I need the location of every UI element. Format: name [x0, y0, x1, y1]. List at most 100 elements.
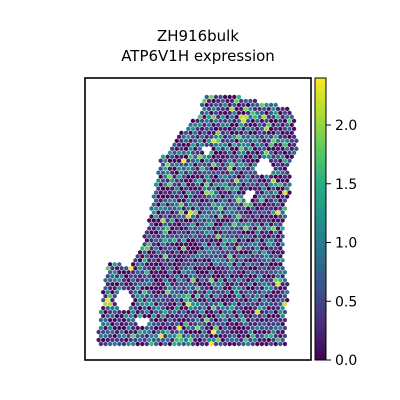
- spot-marker: [282, 333, 287, 339]
- spot-marker: [285, 146, 290, 152]
- spot-marker: [266, 106, 271, 112]
- spot-marker: [211, 98, 216, 104]
- spot-marker: [220, 329, 225, 335]
- spot-marker: [200, 333, 205, 339]
- spot-marker: [223, 150, 228, 156]
- spot-marker: [257, 337, 262, 343]
- spot-marker: [190, 309, 195, 315]
- spot-marker: [190, 325, 195, 331]
- spot-marker: [282, 317, 287, 323]
- spot-marker: [246, 285, 251, 291]
- spot-marker: [172, 230, 177, 235]
- spot-marker: [218, 222, 223, 227]
- spot-marker: [271, 249, 276, 255]
- spot-marker: [200, 118, 205, 124]
- spot-marker: [172, 277, 177, 283]
- spot-marker: [269, 142, 274, 148]
- spot-marker: [172, 174, 177, 180]
- spot-marker: [255, 182, 260, 187]
- spot-marker: [252, 313, 258, 319]
- spot-marker: [287, 110, 292, 116]
- spot-marker: [163, 293, 168, 299]
- spot-marker: [243, 321, 248, 327]
- spot-marker: [117, 309, 122, 315]
- spot-marker: [149, 277, 154, 283]
- spot-marker: [246, 134, 251, 140]
- spot-marker: [160, 154, 166, 160]
- spot-marker: [234, 122, 239, 128]
- spot-marker: [167, 285, 172, 291]
- spot-marker: [181, 134, 186, 140]
- spot-marker: [223, 214, 228, 219]
- spot-marker: [255, 198, 260, 203]
- spot-marker: [252, 114, 258, 120]
- spot-marker: [174, 202, 179, 207]
- spot-marker: [211, 337, 216, 343]
- spot-marker: [135, 261, 140, 267]
- spot-marker: [206, 234, 212, 239]
- spot-marker: [280, 257, 285, 263]
- spot-marker: [216, 226, 221, 231]
- spot-marker: [218, 341, 223, 347]
- spot-marker: [280, 313, 285, 319]
- spot-marker: [273, 182, 278, 187]
- spot-marker: [188, 210, 193, 215]
- spot-marker: [280, 122, 285, 128]
- spot-marker: [179, 257, 184, 263]
- spot-marker: [280, 249, 285, 255]
- spot-marker: [114, 281, 120, 287]
- spot-marker: [188, 289, 193, 295]
- spot-marker: [188, 305, 193, 311]
- spot-marker: [204, 246, 209, 251]
- spot-marker: [110, 305, 115, 311]
- spot-marker: [271, 114, 276, 120]
- spot-marker: [211, 329, 216, 335]
- spot-marker: [119, 281, 124, 287]
- spot-marker: [232, 333, 237, 339]
- spot-marker: [160, 194, 166, 199]
- spot-marker: [280, 265, 285, 271]
- spot-marker: [282, 293, 287, 299]
- spot-marker: [167, 325, 172, 331]
- spot-marker: [142, 234, 147, 239]
- spot-marker: [190, 126, 195, 132]
- spot-marker: [218, 253, 223, 259]
- spot-marker: [213, 214, 218, 219]
- spot-marker: [202, 202, 207, 207]
- spot-marker: [285, 194, 290, 199]
- spot-marker: [204, 134, 209, 140]
- spot-marker: [259, 261, 264, 267]
- spot-marker: [154, 222, 159, 227]
- spot-marker: [121, 269, 126, 275]
- spot-marker: [239, 265, 244, 271]
- spot-marker: [135, 333, 140, 339]
- spot-marker: [200, 317, 205, 323]
- spot-marker: [140, 261, 145, 267]
- spot-marker: [259, 118, 264, 124]
- spot-marker: [137, 297, 143, 303]
- spot-marker: [241, 317, 246, 323]
- spot-marker: [190, 293, 195, 299]
- spot-marker: [234, 234, 239, 239]
- spot-marker: [190, 285, 195, 291]
- spot-marker: [232, 301, 237, 307]
- spot-marker: [250, 126, 255, 132]
- spot-marker: [218, 293, 223, 299]
- spot-marker: [147, 289, 152, 295]
- spot-marker: [188, 337, 193, 343]
- spot-marker: [280, 178, 285, 183]
- spot-marker: [278, 174, 283, 180]
- spot-marker: [163, 277, 168, 283]
- spot-marker: [275, 122, 281, 128]
- spot-marker: [131, 325, 136, 331]
- spot-marker: [246, 222, 251, 227]
- spot-marker: [216, 186, 221, 191]
- spot-marker: [257, 265, 262, 271]
- spot-marker: [234, 138, 239, 144]
- spot-marker: [248, 154, 253, 160]
- spot-marker: [142, 249, 147, 255]
- spot-marker: [151, 329, 156, 335]
- spot-marker: [147, 273, 152, 279]
- spot-marker: [211, 146, 216, 152]
- spot-marker: [278, 142, 283, 148]
